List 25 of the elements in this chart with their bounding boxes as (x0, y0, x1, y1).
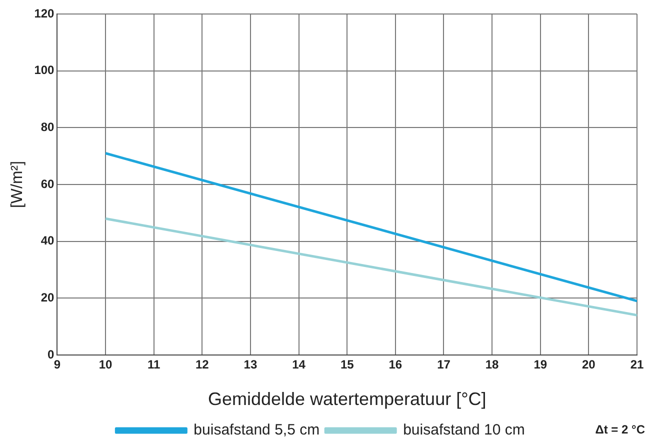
y-tick-label: 100 (34, 63, 55, 78)
x-tick-label: 14 (292, 358, 306, 372)
text: Δt = 2 °C (595, 422, 646, 436)
y-axis-title: [W/m²] (9, 160, 26, 208)
legend-label: buisafstand 5,5 cm (194, 422, 320, 439)
x-tick-label: 10 (98, 358, 113, 372)
y-tick-label: 80 (40, 120, 55, 134)
x-tick-label: 19 (534, 358, 548, 372)
x-axis-title: Gemiddelde watertemperatuur [°C] (208, 389, 486, 410)
x-tick-label: 9 (54, 358, 61, 372)
x-tick-label: 15 (340, 358, 354, 372)
x-tick-label: 18 (485, 358, 500, 372)
x-tick-label: 12 (195, 358, 210, 372)
y-tick-label: 120 (34, 6, 55, 20)
y-tick-label: 60 (40, 176, 55, 191)
x-tick-label: 20 (582, 358, 596, 372)
legend-label: buisafstand 10 cm (403, 422, 525, 439)
y-tick-label: 20 (40, 290, 55, 304)
x-tick-label: 17 (437, 358, 451, 372)
x-tick-label: 21 (630, 358, 644, 372)
y-tick-label: 0 (48, 347, 55, 362)
x-tick-label: 16 (388, 358, 402, 372)
y-tick-label: 40 (40, 234, 55, 248)
x-tick-label: 13 (244, 358, 258, 372)
x-tick-label: 11 (148, 358, 161, 372)
